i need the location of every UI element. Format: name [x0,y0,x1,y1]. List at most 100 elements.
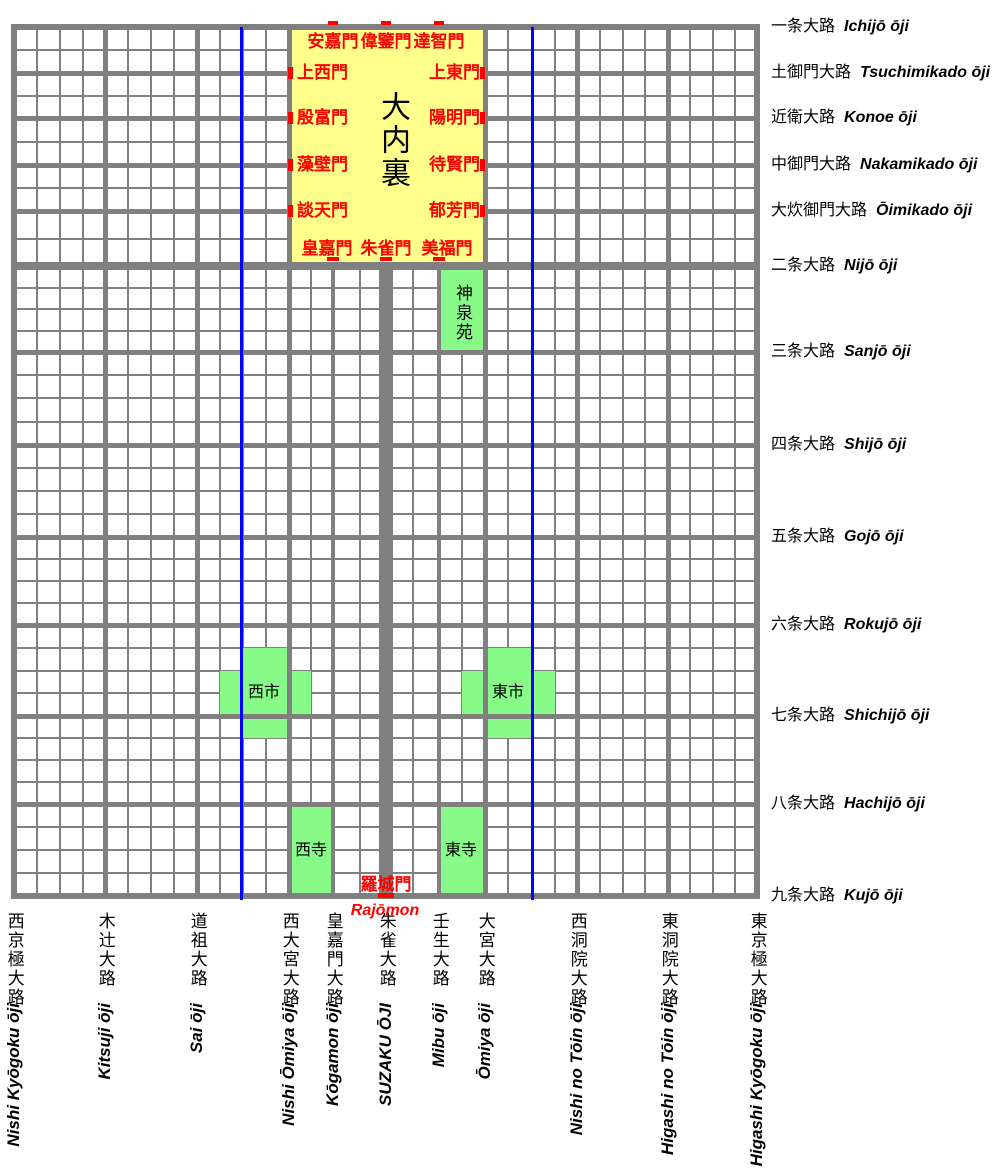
street-label-kanji: 六条大路 [771,616,836,633]
area-east-market [485,716,533,738]
minor-street-line-v [358,266,361,893]
minor-street-line-h [485,187,757,189]
rajomon-label-kanji: 羅城門 [360,875,412,894]
major-street-line-v [331,262,335,899]
gate-tick [327,257,339,261]
minor-street-line-v [599,30,601,893]
street-label-south-romaji: Higashi no Tōin ōji [658,1003,677,1156]
gate-label-right: 待賢門 [429,155,480,174]
gate-label-left: 上西門 [297,63,348,82]
minor-street-line-h [485,140,757,143]
minor-street-line-v [621,30,624,893]
street-label-east: 六条大路 Rokujō ōji [771,615,921,635]
street-label-south-romaji: Nishi no Tōin ōji [567,1003,586,1136]
gate-label-right: 郁芳門 [429,201,480,220]
minor-street-line-v [554,30,556,893]
gate-tick [381,21,391,25]
street-label-romaji: Shijō ōji [844,436,907,453]
street-label-kanji: 七条大路 [771,707,836,724]
street-label-south-romaji: Sai ōji [187,1003,206,1054]
gate-label-left: 談天門 [297,201,348,220]
gate-tick [288,112,293,124]
street-label-romaji: Nijō ōji [844,257,898,274]
street-label-kanji: 四条大路 [771,436,836,453]
street-label-east: 一条大路 Ichijō ōji [771,17,909,37]
street-label-romaji: Tsuchimikado ōji [860,64,991,81]
minor-street-line-h [16,140,289,143]
street-label-south-romaji: Nishi Kyōgoku ōji [4,1003,23,1147]
major-street-line-v [754,24,760,899]
street-label-romaji: Rokujō ōji [844,616,922,633]
street-label-south-kanji: 道祖大路 [187,912,207,988]
street-label-south-kanji: 朱雀大路 [376,912,396,988]
street-label-south-romaji: Ōmiya ōji [475,1003,494,1080]
gate-tick [480,67,485,79]
major-street-line-v [286,24,292,899]
minor-street-line-v [644,30,646,893]
gate-tick [480,112,485,124]
street-label-kanji: 二条大路 [771,257,836,274]
street-label-romaji: Konoe ōji [844,109,917,126]
street-label-kanji: 土御門大路 [771,64,852,81]
gate-label-top: 安嘉門 [307,32,359,51]
street-label-south-kanji: 東京極大路 [747,912,767,1007]
street-label-south-kanji: 大宮大路 [475,912,495,988]
street-label-south-kanji: 木辻大路 [95,912,115,988]
street-label-south-romaji: SUZAKU ŌJI [376,1003,395,1106]
street-label-kanji: 大炊御門大路 [771,202,868,219]
major-street-line-h [11,115,291,121]
street-label-romaji: Gojō ōji [844,528,904,545]
minor-street-line-v [173,30,175,893]
area-label-shinsen-en: 神泉苑 [453,284,472,343]
minor-street-line-h [16,237,289,240]
area-label-west-temple: 西寺 [294,842,328,859]
street-label-east: 大炊御門大路 Ōimikado ōji [771,201,972,221]
street-label-east: 四条大路 Shijō ōji [771,435,906,455]
major-street-line-h [482,115,760,121]
minor-street-line-h [16,49,289,51]
minor-street-line-v [265,30,267,893]
street-label-south-kanji: 西京極大路 [4,912,24,1007]
street-label-romaji: Hachijō ōji [844,795,925,812]
street-label-east: 中御門大路 Nakamikado ōji [771,155,977,175]
gate-tick [433,257,445,261]
area-west-market [243,648,289,671]
street-label-romaji: Sanjō ōji [844,343,911,360]
major-street-line-h [11,70,291,76]
area-east-market [462,670,555,716]
minor-street-line-v [127,30,129,893]
major-street-line-v [379,262,393,899]
gate-tick [380,257,392,261]
gate-tick [288,205,293,217]
gate-label-top: 偉鑒門 [360,32,412,51]
minor-street-line-v [711,30,714,893]
nishi-horikawa-canal [239,27,243,900]
palace-area [291,30,483,262]
gate-label-right: 上東門 [429,63,480,82]
street-label-east: 二条大路 Nijō ōji [771,256,897,276]
major-street-line-h [11,208,291,214]
minor-street-line-v [58,30,61,893]
major-street-line-v [11,24,17,899]
gate-tick [480,159,485,171]
street-label-romaji: Ōimikado ōji [876,202,973,219]
minor-street-line-v [689,30,691,893]
street-label-romaji: Ichijō ōji [844,18,909,35]
minor-street-line-v [242,30,244,893]
street-label-south-romaji: Mibu ōji [429,1003,448,1068]
street-label-east: 八条大路 Hachijō ōji [771,794,925,814]
minor-street-line-v [219,30,221,893]
gate-label-bottom: 皇嘉門 [301,239,353,258]
gate-label-bottom: 美福門 [421,239,473,258]
street-label-kanji: 三条大路 [771,343,836,360]
area-west-market [220,670,311,716]
gate-label-left: 藻壁門 [297,155,348,174]
street-label-kanji: 中御門大路 [771,156,852,173]
street-label-south-kanji: 東洞院大路 [658,912,678,1007]
minor-street-line-h [485,94,757,97]
street-label-romaji: Kujō ōji [844,887,903,904]
area-west-temple [291,806,331,893]
major-street-line-h [11,24,760,30]
major-street-line-h [482,70,760,76]
street-label-east: 九条大路 Kujō ōji [771,886,903,906]
